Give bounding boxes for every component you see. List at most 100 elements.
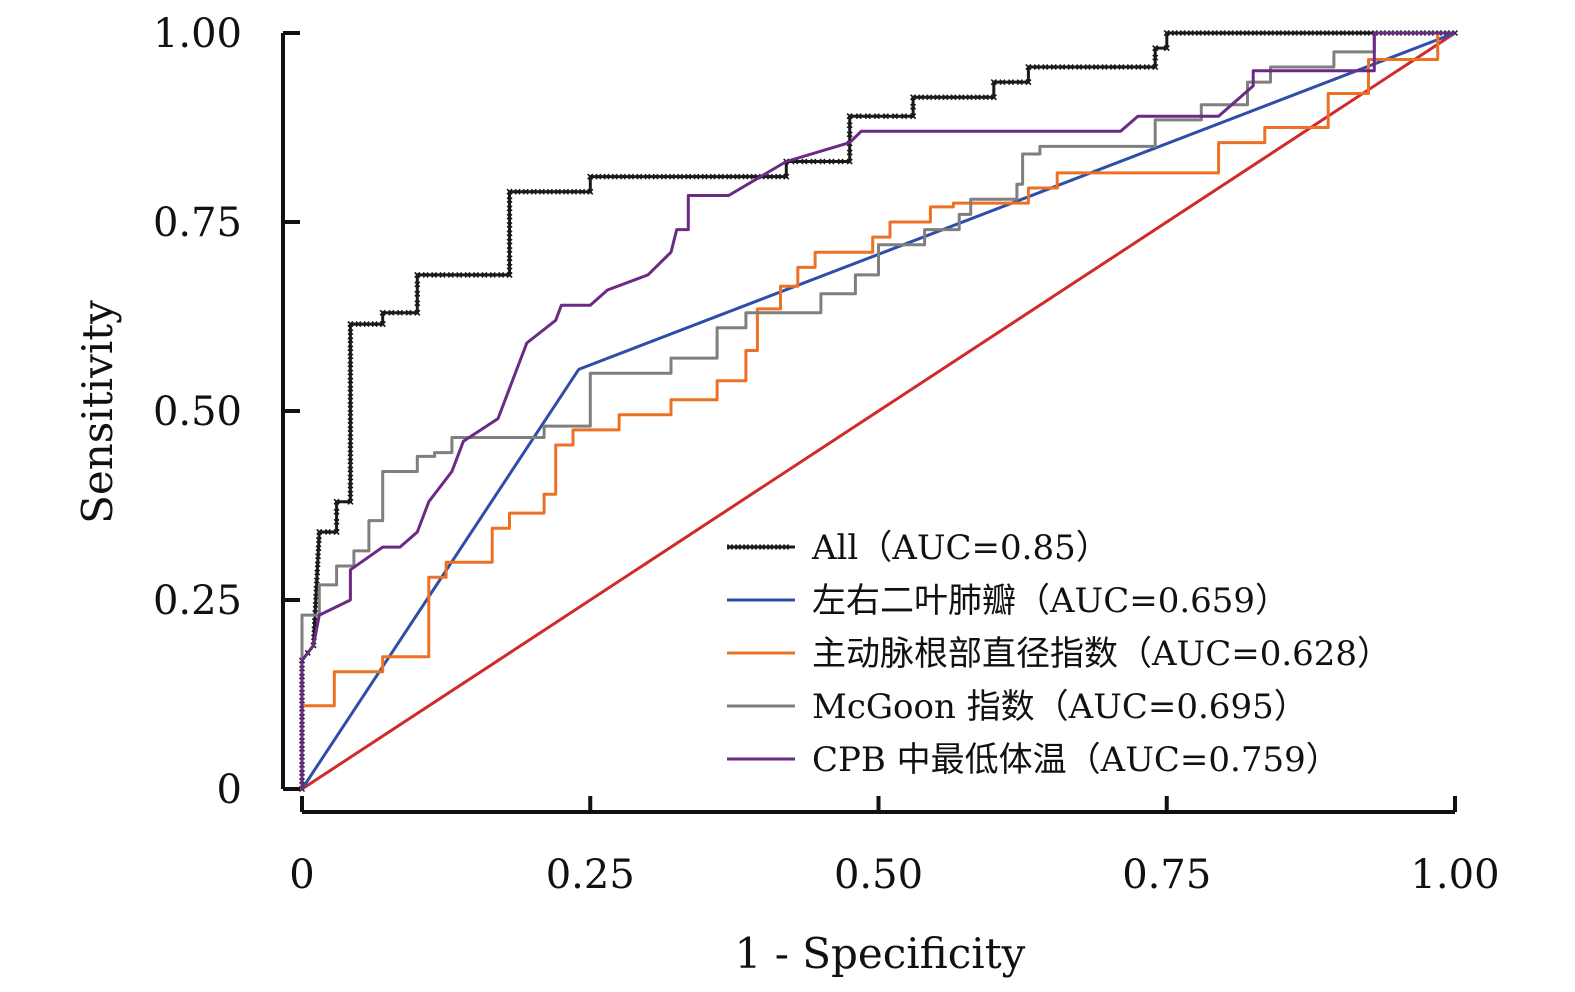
marker-point <box>974 94 981 101</box>
marker-point <box>1163 29 1170 37</box>
legend-label: 主动脉根部直径指数（AUC=0.628） <box>812 634 1391 674</box>
marker-point <box>1101 63 1108 71</box>
marker-point <box>1033 63 1040 71</box>
marker-point <box>1251 29 1258 37</box>
marker-point <box>481 271 488 278</box>
marker-point <box>910 103 917 110</box>
marker-point <box>447 271 454 278</box>
marker-point <box>652 173 659 180</box>
x-tick-label: 0.75 <box>1122 852 1211 898</box>
marker-point <box>1219 29 1226 37</box>
marker-point <box>717 173 724 180</box>
marker-point <box>1109 63 1116 71</box>
marker-point <box>990 94 997 101</box>
marker-point <box>396 309 404 316</box>
plot-area <box>298 29 1459 793</box>
marker-point <box>864 113 871 120</box>
marker-point <box>347 474 354 481</box>
marker-point <box>587 173 594 180</box>
marker-point <box>538 188 545 195</box>
marker-point <box>611 173 618 180</box>
legend-marker <box>774 543 782 551</box>
marker-point <box>506 221 513 229</box>
marker-point <box>1315 29 1322 37</box>
marker-point <box>1323 29 1330 37</box>
marker-point <box>846 122 853 129</box>
marker-point <box>619 173 626 180</box>
marker-point <box>595 173 602 180</box>
marker-point <box>1118 63 1125 71</box>
series-line-4 <box>300 31 1455 789</box>
marker-point <box>846 158 853 165</box>
legend-item: All（AUC=0.85） <box>726 528 1110 568</box>
y-tick-label: 0 <box>217 767 242 813</box>
marker-point <box>1163 45 1170 52</box>
marker-point <box>1211 29 1218 37</box>
marker-point <box>742 173 749 180</box>
marker-point <box>934 94 941 101</box>
marker-point <box>1016 79 1023 86</box>
legend-item: CPB 中最低体温（AUC=0.759） <box>727 740 1340 780</box>
marker-point <box>942 94 949 101</box>
marker-point <box>766 173 773 180</box>
marker-point <box>1171 29 1178 37</box>
marker-point <box>1339 29 1346 37</box>
marker-point <box>999 79 1006 86</box>
marker-point <box>315 545 322 552</box>
marker-point <box>498 271 505 278</box>
marker-point <box>312 601 319 608</box>
marker-point <box>1195 29 1202 37</box>
series-line-1 <box>300 31 1456 790</box>
marker-point <box>347 345 354 352</box>
marker-point <box>313 577 320 584</box>
marker-point <box>950 94 957 101</box>
marker-point <box>734 173 741 180</box>
marker-point <box>347 321 354 328</box>
marker-point <box>347 401 354 408</box>
marker-point <box>506 213 513 220</box>
marker-point <box>1135 63 1142 71</box>
marker-point <box>819 158 826 165</box>
legend-label: McGoon 指数（AUC=0.695） <box>812 687 1308 727</box>
marker-point <box>1084 63 1091 71</box>
marker-point <box>379 321 386 328</box>
marker-point <box>405 309 412 316</box>
marker-point <box>347 498 354 505</box>
marker-point <box>414 281 421 288</box>
marker-point <box>1307 29 1314 37</box>
marker-point <box>1355 29 1362 37</box>
marker-point <box>388 309 395 316</box>
marker-point <box>347 482 354 489</box>
marker-point <box>982 94 989 101</box>
marker-point <box>506 255 513 262</box>
marker-point <box>316 528 323 535</box>
x-tick-label: 0.50 <box>834 852 923 898</box>
marker-point <box>347 377 354 384</box>
marker-point <box>347 409 354 416</box>
marker-point <box>347 442 354 449</box>
marker-point <box>990 79 997 86</box>
marker-point <box>506 246 513 254</box>
marker-point <box>873 113 880 120</box>
marker-point <box>891 113 899 120</box>
marker-point <box>677 173 684 180</box>
marker-point <box>810 158 817 165</box>
legend-label: All（AUC=0.85） <box>811 528 1110 568</box>
marker-point <box>489 271 496 278</box>
marker-point <box>456 271 463 278</box>
marker-point <box>414 290 421 297</box>
marker-point <box>312 593 320 600</box>
marker-point <box>1050 63 1057 71</box>
marker-point <box>1291 29 1298 37</box>
marker-point <box>554 188 561 195</box>
marker-point <box>1347 29 1354 37</box>
marker-point <box>966 94 973 101</box>
marker-point <box>522 188 529 195</box>
marker-point <box>347 353 354 360</box>
marker-point <box>846 131 853 138</box>
marker-point <box>1076 63 1083 71</box>
marker-point <box>1152 45 1159 52</box>
marker-point <box>603 173 610 180</box>
marker-point <box>414 271 421 278</box>
marker-point <box>783 173 790 180</box>
